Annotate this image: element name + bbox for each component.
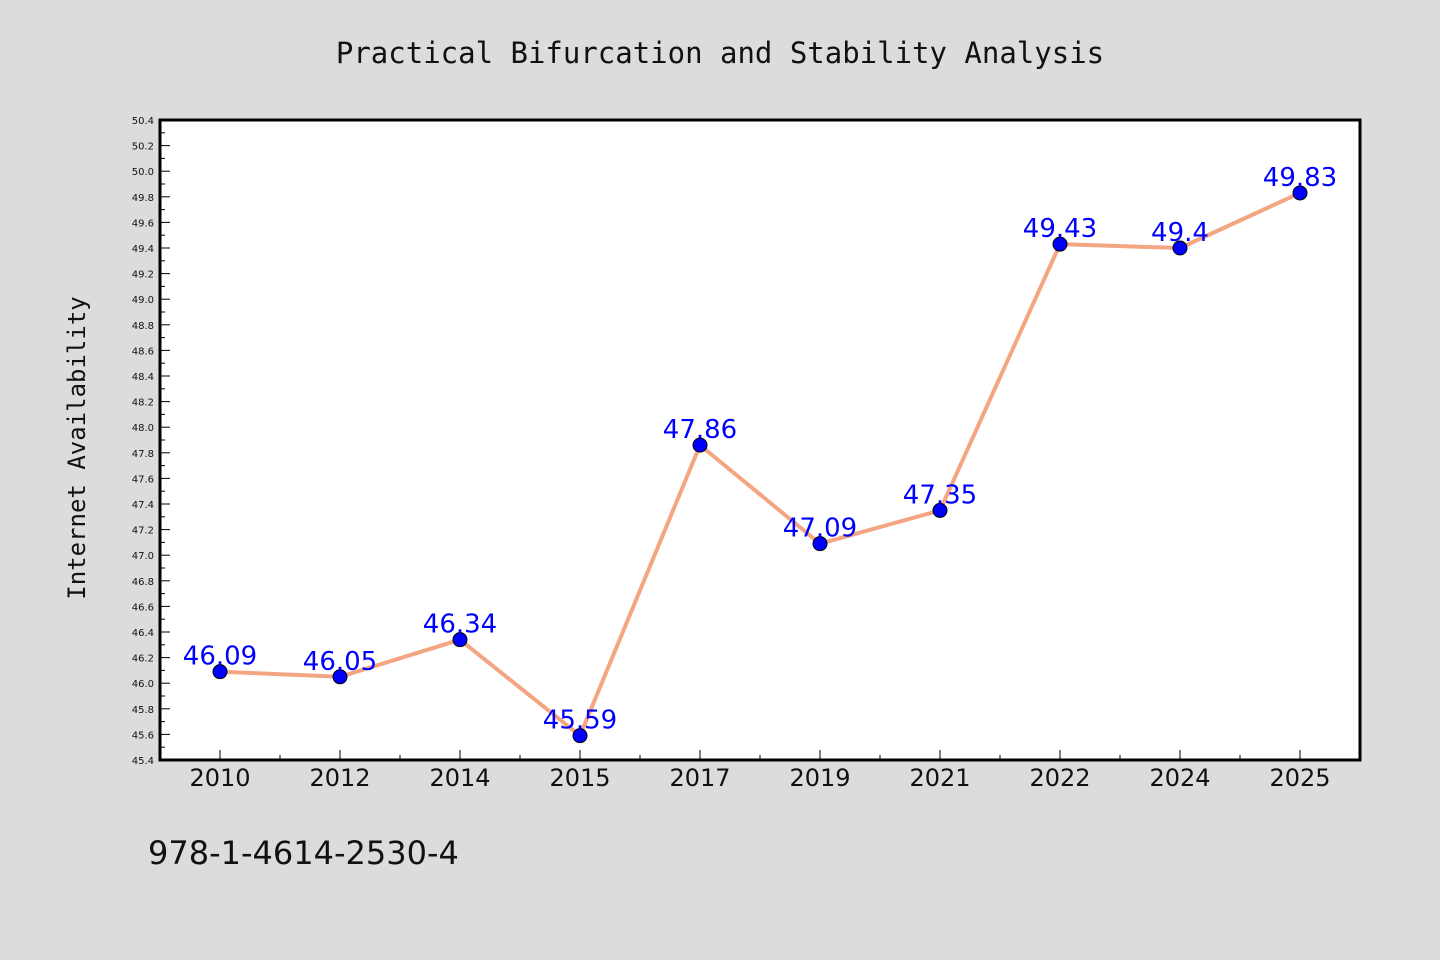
data-point-marker xyxy=(332,669,348,685)
chart-title: Practical Bifurcation and Stability Anal… xyxy=(336,36,1104,70)
y-tick-label: 46.8 xyxy=(132,577,154,588)
data-label: 49.4 xyxy=(1151,218,1209,248)
y-tick-label: 47.4 xyxy=(132,500,154,511)
y-tick-label: 46.6 xyxy=(132,602,154,613)
data-point-marker xyxy=(812,536,828,552)
data-point-marker xyxy=(572,728,588,744)
x-tick-label: 2019 xyxy=(789,764,850,792)
y-tick-label: 48.0 xyxy=(132,423,154,434)
data-label: 47.86 xyxy=(663,415,737,445)
plot-frame xyxy=(158,118,1362,762)
data-point-marker xyxy=(932,502,948,518)
data-label: 47.09 xyxy=(783,514,857,544)
y-tick-label: 48.4 xyxy=(132,372,154,383)
data-label: 49.83 xyxy=(1263,163,1337,193)
footnote-text: 978-1-4614-2530-4 xyxy=(148,834,459,872)
y-tick-label: 48.2 xyxy=(132,398,154,409)
x-tick-label: 2021 xyxy=(909,764,970,792)
data-point-marker xyxy=(452,632,468,648)
y-tick-label: 47.8 xyxy=(132,449,154,460)
axis-ticks: 45.4 45.6 45.8 46.0 46.2 46.4 46.6 46.8 47.0 47.2… xyxy=(132,116,1331,792)
plot-area xyxy=(160,120,1360,760)
x-tick-label: 2025 xyxy=(1269,764,1330,792)
data-series: 46.09 46.05 46.34 45.59 47.86 47.09 47.35 49.43… xyxy=(183,163,1337,744)
x-tick-label: 2024 xyxy=(1149,764,1210,792)
y-tick-label: 48.8 xyxy=(132,321,154,332)
y-tick-label: 49.0 xyxy=(132,295,154,306)
data-point-marker xyxy=(212,664,228,680)
x-tick-label: 2010 xyxy=(189,764,250,792)
x-tick-label: 2015 xyxy=(549,764,610,792)
x-tick-label: 2012 xyxy=(309,764,370,792)
y-tick-label: 49.4 xyxy=(132,244,154,255)
y-tick-label: 46.2 xyxy=(132,654,154,665)
y-tick-label: 49.6 xyxy=(132,218,154,229)
data-label: 49.43 xyxy=(1023,214,1097,244)
data-point-marker xyxy=(1052,236,1068,252)
y-tick-label: 45.6 xyxy=(132,730,154,741)
y-axis-label: Internet Availability xyxy=(63,296,91,599)
data-label: 46.09 xyxy=(183,642,257,672)
x-tick-label: 2022 xyxy=(1029,764,1090,792)
x-tick-label: 2017 xyxy=(669,764,730,792)
y-tick-label: 45.8 xyxy=(132,705,154,716)
y-tick-label: 50.4 xyxy=(132,116,154,127)
y-tick-label: 49.8 xyxy=(132,193,154,204)
y-tick-label: 47.0 xyxy=(132,551,154,562)
y-tick-label: 46.4 xyxy=(132,628,154,639)
y-tick-label: 50.2 xyxy=(132,142,154,153)
data-label: 46.05 xyxy=(303,647,377,677)
y-tick-label: 46.0 xyxy=(132,679,154,690)
data-point-marker xyxy=(1292,185,1308,201)
y-tick-label: 47.6 xyxy=(132,474,154,485)
x-tick-label: 2014 xyxy=(429,764,490,792)
y-tick-label: 48.6 xyxy=(132,346,154,357)
data-label: 46.34 xyxy=(423,610,497,640)
series-line xyxy=(218,190,1302,738)
data-label: 47.35 xyxy=(903,480,977,510)
data-label: 45.59 xyxy=(543,706,617,736)
y-tick-label: 49.2 xyxy=(132,270,154,281)
data-point-marker xyxy=(1172,240,1188,256)
data-point-marker xyxy=(692,437,708,453)
y-tick-label: 47.2 xyxy=(132,526,154,537)
y-tick-label: 50.0 xyxy=(132,167,154,178)
y-tick-label: 45.4 xyxy=(132,756,154,767)
